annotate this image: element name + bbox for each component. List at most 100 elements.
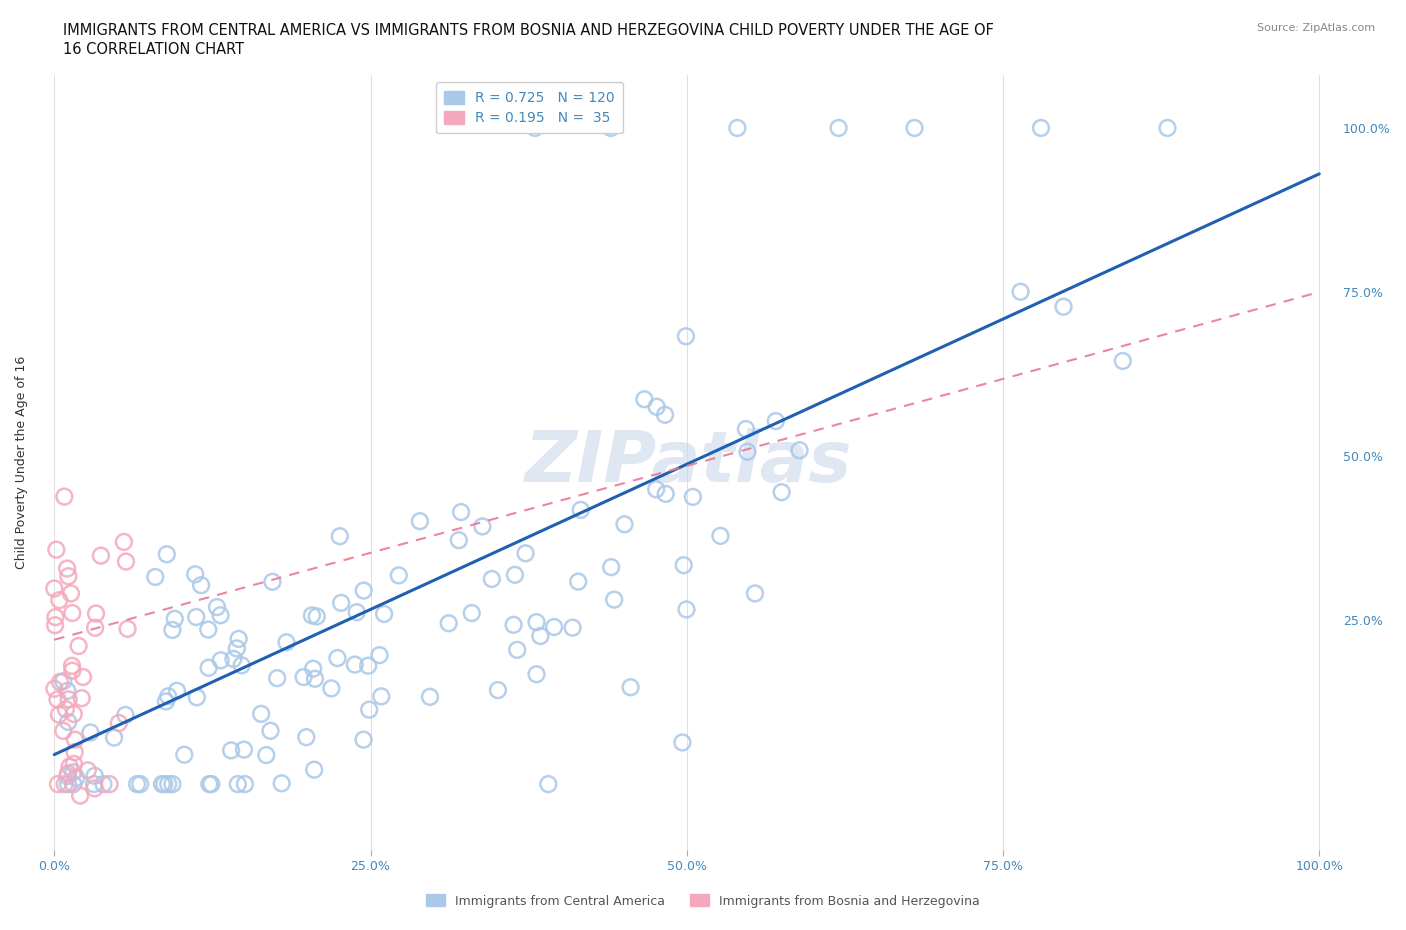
Point [471, 519, 494, 534]
Point [197, 660, 219, 675]
Point [503, 567, 526, 582]
Point [162, 622, 184, 637]
Point [600, 560, 623, 575]
Point [515, 546, 537, 561]
Point [368, 647, 391, 662]
Point [827, 121, 849, 136]
Point [682, 489, 704, 504]
Point [524, 121, 547, 136]
Point [276, 635, 298, 650]
Point [162, 777, 184, 791]
Point [153, 777, 176, 791]
Point [157, 689, 180, 704]
Point [79, 725, 101, 740]
Point [481, 572, 503, 587]
Point [62, 777, 84, 791]
Point [330, 595, 353, 610]
Point [725, 121, 748, 136]
Point [44, 610, 66, 625]
Point [84, 620, 107, 635]
Point [209, 653, 232, 668]
Point [115, 554, 138, 569]
Point [56, 766, 79, 781]
Point [197, 622, 219, 637]
Point [53, 489, 76, 504]
Point [62, 707, 84, 722]
Point [98, 777, 121, 791]
Point [112, 535, 135, 550]
Point [543, 619, 565, 634]
Point [114, 708, 136, 723]
Point [56, 777, 79, 791]
Point [60, 605, 83, 620]
Point [60, 658, 83, 673]
Point [232, 742, 254, 757]
Point [46, 692, 69, 707]
Point [60, 663, 83, 678]
Point [62, 764, 84, 779]
Point [48, 592, 70, 607]
Point [72, 670, 94, 684]
Point [46, 777, 69, 791]
Point [225, 641, 247, 656]
Point [69, 788, 91, 803]
Point [359, 702, 381, 717]
Point [186, 690, 208, 705]
Point [321, 681, 343, 696]
Point [103, 730, 125, 745]
Point [437, 616, 460, 631]
Point [569, 502, 592, 517]
Point [63, 732, 86, 747]
Point [250, 707, 273, 722]
Point [654, 486, 676, 501]
Point [633, 392, 655, 406]
Point [301, 608, 323, 623]
Point [63, 745, 86, 760]
Point [346, 604, 368, 619]
Point [735, 421, 758, 436]
Point [671, 735, 693, 750]
Point [83, 768, 105, 783]
Point [672, 558, 695, 573]
Point [63, 756, 86, 771]
Point [302, 661, 325, 676]
Point [526, 667, 548, 682]
Point [329, 529, 352, 544]
Point [173, 748, 195, 763]
Point [388, 568, 411, 583]
Point [304, 671, 326, 686]
Point [143, 569, 166, 584]
Point [56, 714, 79, 729]
Point [58, 569, 80, 584]
Point [76, 763, 98, 777]
Legend: R = 0.725   N = 120, R = 0.195   N =  35: R = 0.725 N = 120, R = 0.195 N = 35 [436, 83, 623, 133]
Point [156, 547, 179, 562]
Point [155, 694, 177, 709]
Point [343, 658, 366, 672]
Point [52, 724, 75, 738]
Point [56, 684, 79, 698]
Point [603, 592, 626, 607]
Point [84, 606, 107, 621]
Point [903, 121, 925, 136]
Point [48, 707, 70, 722]
Point [44, 682, 66, 697]
Point [166, 684, 188, 698]
Point [254, 748, 277, 763]
Point [326, 651, 349, 666]
Point [709, 528, 731, 543]
Point [58, 692, 80, 707]
Point [108, 715, 131, 730]
Point [67, 639, 90, 654]
Point [125, 777, 148, 791]
Point [357, 658, 380, 673]
Point [219, 743, 242, 758]
Point [150, 777, 173, 791]
Point [49, 674, 72, 689]
Point [654, 407, 676, 422]
Point [744, 586, 766, 601]
Point [765, 414, 787, 429]
Point [200, 777, 222, 791]
Point [613, 517, 636, 532]
Point [305, 609, 328, 624]
